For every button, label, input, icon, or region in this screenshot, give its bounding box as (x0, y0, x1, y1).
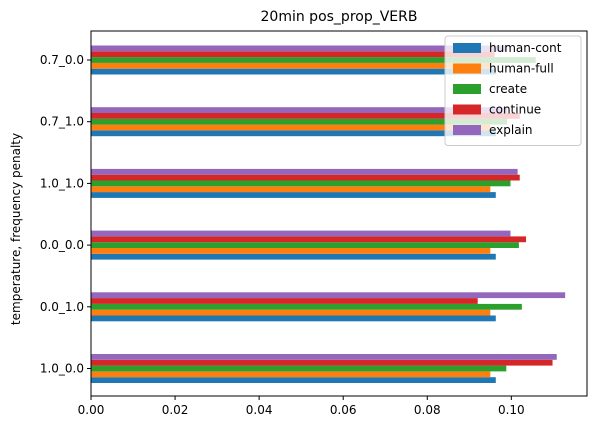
y-tick-label: 0.7_1.0 (40, 115, 84, 129)
y-tick-label: 0.0_1.0 (40, 300, 84, 314)
x-tick-label: 0.04 (246, 403, 273, 417)
bars-group (91, 45, 566, 383)
bar-explain-1.0_0.0 (91, 354, 557, 360)
bar-human-full-0.7_1.0 (91, 124, 491, 131)
legend-box (444, 35, 582, 146)
x-tick-label: 0.10 (498, 403, 525, 417)
bar-continue-0.0_1.0 (91, 298, 478, 304)
bar-explain-1.0_1.0 (91, 168, 518, 175)
bar-human-cont-1.0_1.0 (91, 192, 496, 198)
legend-label-human-full: human-full (489, 62, 554, 76)
bar-continue-0.7_1.0 (91, 113, 520, 119)
legend-swatch-continue (453, 104, 481, 115)
bar-continue-1.0_0.0 (91, 359, 553, 366)
bar-create-1.0_1.0 (91, 180, 511, 187)
bar-create-0.7_1.0 (91, 118, 508, 125)
bar-human-full-0.0_1.0 (91, 309, 491, 316)
bar-explain-0.7_0.0 (91, 45, 508, 52)
legend-swatch-human-cont (453, 43, 481, 53)
bar-continue-1.0_1.0 (91, 174, 520, 181)
bar-human-cont-0.7_0.0 (91, 68, 496, 75)
x-tick-label: 0.06 (330, 403, 357, 417)
y-axis-label: temperature, frequency penalty (9, 133, 23, 325)
bar-human-cont-0.0_0.0 (91, 253, 496, 260)
x-tick-label: 0.00 (78, 403, 105, 417)
bar-explain-0.7_1.0 (91, 107, 508, 113)
x-tick-label: 0.08 (414, 403, 441, 417)
chart-title: 20min pos_prop_VERB (261, 9, 418, 25)
bar-human-full-0.7_0.0 (91, 62, 491, 69)
bar-explain-0.0_1.0 (91, 292, 566, 299)
bar-human-full-1.0_1.0 (91, 186, 491, 193)
bar-create-0.7_0.0 (91, 57, 536, 63)
legend-label-continue: continue (489, 103, 541, 117)
y-tick-label: 1.0_1.0 (40, 176, 84, 190)
x-tick-label: 0.02 (162, 403, 189, 417)
y-tick-label: 0.7_0.0 (40, 53, 84, 67)
bar-human-full-0.0_0.0 (91, 248, 491, 254)
bar-explain-0.0_0.0 (91, 230, 511, 237)
bar-create-0.0_1.0 (91, 303, 522, 310)
legend-swatch-create (453, 84, 481, 94)
bar-human-cont-0.0_1.0 (91, 315, 496, 322)
legend-swatch-human-full (453, 63, 481, 74)
y-tick-label: 0.0_0.0 (40, 238, 84, 252)
bar-create-1.0_0.0 (91, 365, 507, 372)
legend-swatch-explain (453, 125, 481, 135)
legend: human-cont human-full create continue explai… (444, 35, 582, 146)
legend-label-explain: explain (489, 123, 533, 137)
bar-create-0.0_0.0 (91, 242, 519, 248)
legend-label-create: create (489, 82, 527, 96)
bar-continue-0.0_0.0 (91, 236, 527, 243)
bar-human-full-1.0_0.0 (91, 371, 491, 378)
bar-human-cont-0.7_1.0 (91, 130, 496, 137)
bar-human-cont-1.0_0.0 (91, 377, 496, 383)
plot-frame (90, 30, 588, 397)
y-tick-label: 1.0_0.0 (40, 362, 84, 376)
legend-label-human-cont: human-cont (489, 41, 562, 55)
ticks-group: 1.0_0.0 0.0_1.0 0.0_0.0 1.0_1.0 0.7_1.0 0.7_0… (40, 53, 525, 417)
bar-continue-0.7_0.0 (91, 51, 495, 58)
